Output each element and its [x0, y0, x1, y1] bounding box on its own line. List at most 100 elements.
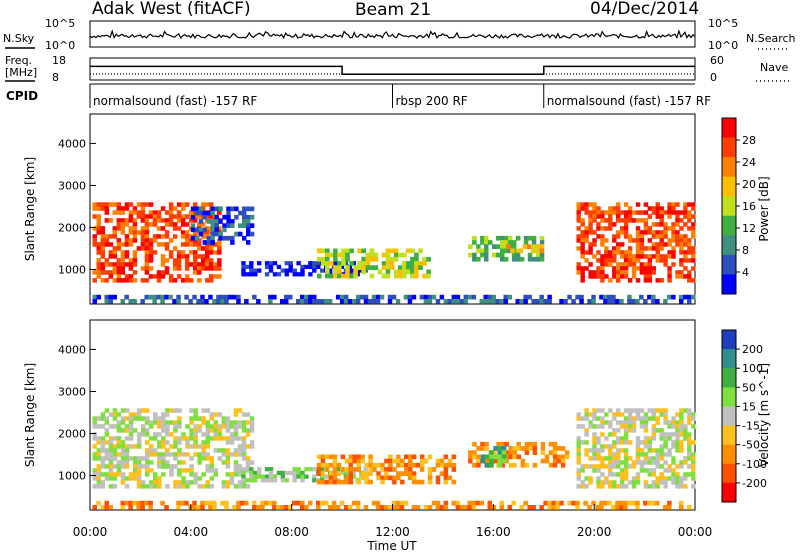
heatmap-cell-6 — [252, 500, 257, 506]
heatmap-cell-6 — [671, 238, 676, 243]
heatmap-cell-5 — [679, 420, 684, 425]
heatmap-cell-6 — [475, 500, 481, 506]
heatmap-cell-2 — [316, 479, 322, 485]
heatmap-cell-0 — [124, 448, 130, 453]
heatmap-cell-0 — [112, 408, 118, 413]
heatmap-cell-6 — [308, 500, 313, 506]
heatmap-cell-3 — [524, 450, 530, 455]
heatmap-cell-0 — [168, 254, 174, 259]
heatmap-cell-5 — [675, 480, 680, 485]
heatmap-cell-0 — [233, 448, 239, 453]
heatmap-cell-6 — [592, 238, 597, 243]
heatmap-cell-6 — [643, 222, 649, 227]
heatmap-cell-5 — [608, 420, 613, 425]
heatmap-cell-6 — [596, 234, 601, 239]
heatmap-cell-0 — [209, 214, 214, 219]
heatmap-cell-0 — [116, 420, 122, 425]
heatmap-cell-2 — [392, 458, 397, 464]
heatmap-cell-6 — [639, 246, 645, 251]
heatmap-cell-2 — [408, 458, 413, 464]
heatmap-cell-6 — [252, 505, 257, 510]
heatmap-cell-7 — [687, 294, 692, 300]
heatmap-cell-7 — [571, 299, 576, 304]
heatmap-cell-0 — [108, 270, 114, 275]
heatmap-cell-6 — [600, 270, 605, 275]
heatmap-cell-5 — [580, 464, 585, 469]
heatmap-cell-5 — [679, 416, 684, 421]
heatmap-cell-1 — [245, 478, 250, 483]
heatmap-cell-6 — [679, 226, 684, 231]
heatmap-cell-5 — [592, 468, 597, 473]
heatmap-cell-7 — [200, 294, 205, 300]
heatmap-cell-1 — [234, 214, 239, 220]
heatmap-cell-0 — [197, 262, 202, 267]
heatmap-cell-0 — [145, 484, 150, 489]
heatmap-cell-0 — [193, 250, 198, 255]
heatmap-cell-5 — [671, 456, 676, 461]
heatmap-cell-6 — [580, 218, 585, 223]
heatmap-cell-2 — [419, 462, 425, 468]
heatmap-cell-6 — [236, 500, 241, 506]
heatmap-cell-6 — [604, 218, 609, 223]
heatmap-cell-5 — [647, 484, 652, 489]
heatmap-cell-0 — [136, 456, 142, 461]
heatmap-cell-0 — [181, 476, 186, 481]
heatmap-cell-0 — [165, 412, 170, 417]
heatmap-cell-4 — [493, 454, 498, 460]
heatmap-cell-0 — [201, 206, 206, 211]
colorbar-tick-label-0: 200 — [742, 343, 763, 356]
heatmap-cell-0 — [237, 448, 243, 453]
heatmap-cell-3 — [548, 441, 554, 447]
heatmap-cell-3 — [361, 269, 366, 275]
heatmap-cell-0 — [148, 274, 154, 279]
heatmap-cell-6 — [467, 505, 473, 510]
heatmap-cell-0 — [132, 234, 138, 239]
heatmap-cell-6 — [160, 500, 165, 506]
heatmap-cell-2 — [372, 467, 377, 472]
noise-left-tick-bottom: 10^0 — [45, 39, 75, 52]
heatmap-cell-2 — [316, 261, 321, 266]
heatmap-cell-3 — [468, 458, 473, 464]
heatmap-cell-5 — [518, 248, 524, 254]
heatmap-cell-7 — [567, 294, 572, 300]
heatmap-cell-0 — [108, 274, 114, 279]
heatmap-cell-3 — [540, 446, 546, 451]
heatmap-cell-6 — [208, 500, 213, 506]
heatmap-cell-6 — [576, 238, 581, 243]
heatmap-cell-0 — [157, 460, 162, 465]
heatmap-cell-2 — [272, 272, 278, 277]
heatmap-cell-1 — [268, 478, 274, 483]
heatmap-cell-0 — [148, 246, 154, 251]
heatmap-cell-2 — [411, 454, 417, 460]
heatmap-cell-1 — [206, 219, 211, 224]
heatmap-cell-0 — [168, 210, 174, 215]
heatmap-cell-0 — [100, 262, 106, 267]
heatmap-cell-0 — [120, 428, 126, 433]
heatmap-cell-7 — [236, 294, 241, 300]
heatmap-cell-0 — [124, 262, 130, 267]
heatmap-cell-3 — [320, 248, 326, 254]
heatmap-cell-6 — [687, 246, 692, 251]
freq-left-tick-top: 18 — [52, 54, 66, 67]
heatmap-cell-1 — [253, 478, 258, 483]
heatmap-cell-6 — [647, 206, 652, 211]
heatmap-cell-0 — [112, 484, 118, 489]
heatmap-cell-0 — [108, 218, 114, 223]
heatmap-cell-6 — [679, 505, 684, 510]
heatmap-cell-5 — [576, 452, 581, 457]
heatmap-cell-2 — [340, 454, 346, 460]
heatmap-cell-0 — [120, 270, 126, 275]
heatmap-cell-6 — [679, 218, 684, 223]
heatmap-cell-4 — [523, 235, 529, 241]
heatmap-cell-6 — [616, 274, 621, 279]
heatmap-cell-0 — [173, 428, 178, 433]
colorbar-tick-label-1: 100 — [742, 362, 763, 375]
heatmap-cell-0 — [145, 456, 150, 461]
heatmap-cell-0 — [188, 278, 194, 283]
heatmap-cell-5 — [687, 416, 692, 421]
heatmap-cell-5 — [588, 424, 593, 429]
heatmap-cell-5 — [643, 468, 649, 473]
heatmap-cell-6 — [627, 278, 633, 283]
heatmap-cell-0 — [233, 460, 239, 465]
